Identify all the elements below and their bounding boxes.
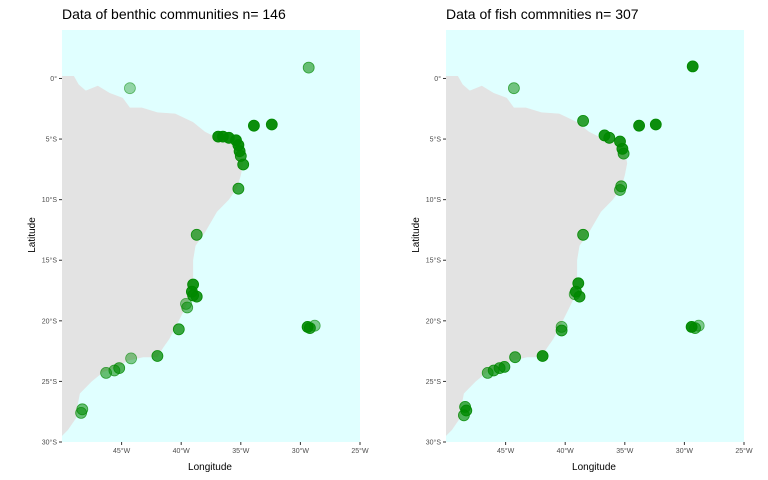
benthic-y-tick-label: 0° xyxy=(50,75,57,83)
fish-sample-point xyxy=(457,409,470,422)
fish-y-tick-label: 20°S xyxy=(426,317,442,325)
fish-sample-point xyxy=(481,366,494,379)
fish-x-tick-label: 30°W xyxy=(676,447,694,455)
fish-x-tick-label: 40°W xyxy=(557,447,575,455)
benthic-sample-point xyxy=(237,158,250,171)
benthic-x-tick-label: 30°W xyxy=(292,447,310,455)
fish-sample-point xyxy=(536,350,549,362)
fish-sample-point xyxy=(577,115,589,127)
fish-x-tick-label: 35°W xyxy=(616,447,634,455)
fish-sample-point xyxy=(508,82,520,95)
fish-x-axis-label: Longitude xyxy=(572,462,616,473)
benthic-sample-point xyxy=(232,182,245,195)
fish-y-tick-label: 10°S xyxy=(426,196,442,204)
fish-map-panel: 45°W 40°W 35°W 30°W 25°W 0° 5°S 10°S 15°S 20°S 25°… xyxy=(426,30,753,455)
benthic-sample-point xyxy=(302,61,315,74)
benthic-map-title: Data of benthic communities n= 146 xyxy=(62,6,286,22)
benthic-sample-point xyxy=(75,406,87,419)
fish-sample-point xyxy=(617,147,630,160)
benthic-x-tick-label: 25°W xyxy=(351,447,369,455)
fish-sample-point xyxy=(692,319,705,332)
fish-x-tick-label: 25°W xyxy=(735,447,753,455)
benthic-y-tick-label: 25°S xyxy=(42,378,58,386)
benthic-land xyxy=(62,30,244,442)
benthic-sample-point xyxy=(151,350,164,362)
benthic-sample-point xyxy=(265,118,278,131)
benthic-sample-point xyxy=(190,228,203,241)
fish-sample-point xyxy=(509,351,521,364)
fish-y-tick-label: 30°S xyxy=(426,439,442,447)
benthic-sample-point xyxy=(123,82,136,95)
benthic-map-panel: 45°W 40°W 35°W 30°W 25°W 0° 5°S 10°S 15°S 20°S 25°… xyxy=(42,30,369,455)
benthic-x-tick-label: 40°W xyxy=(173,447,191,455)
benthic-sample-point xyxy=(100,366,112,379)
fish-x-tick-label: 45°W xyxy=(497,447,515,455)
fish-sample-point xyxy=(603,131,616,144)
benthic-sample-point xyxy=(125,352,138,365)
benthic-y-tick-label: 20°S xyxy=(42,317,58,325)
fish-sample-point xyxy=(686,60,699,73)
benthic-x-axis-label: Longitude xyxy=(188,462,232,473)
fish-sample-point xyxy=(555,324,568,337)
fish-sample-point xyxy=(614,184,626,196)
fish-y-axis-label: Latitude xyxy=(411,217,422,253)
benthic-x-tick-label: 35°W xyxy=(232,447,250,455)
benthic-y-axis-label: Latitude xyxy=(27,217,38,253)
benthic-y-tick-label: 15°S xyxy=(42,257,58,265)
benthic-sample-point xyxy=(190,290,203,303)
fish-sample-point xyxy=(649,118,662,131)
fish-y-tick-label: 5°S xyxy=(430,136,442,144)
benthic-sample-point xyxy=(180,297,192,310)
fish-land xyxy=(446,30,628,442)
benthic-y-tick-label: 10°S xyxy=(42,196,58,204)
benthic-sample-point xyxy=(172,323,185,336)
fish-sample-point xyxy=(633,119,645,132)
benthic-sample-point xyxy=(308,319,321,332)
benthic-sample-point xyxy=(247,119,260,132)
fish-y-tick-label: 25°S xyxy=(426,378,442,386)
fish-sample-point xyxy=(577,228,589,241)
benthic-y-tick-label: 30°S xyxy=(42,439,58,447)
benthic-x-tick-label: 45°W xyxy=(113,447,131,455)
fish-y-tick-label: 15°S xyxy=(426,257,442,265)
fish-map-title: Data of fish commnities n= 307 xyxy=(446,6,639,22)
benthic-y-tick-label: 5°S xyxy=(46,136,58,144)
fish-y-tick-label: 0° xyxy=(434,75,441,83)
fish-sample-point xyxy=(568,288,581,301)
